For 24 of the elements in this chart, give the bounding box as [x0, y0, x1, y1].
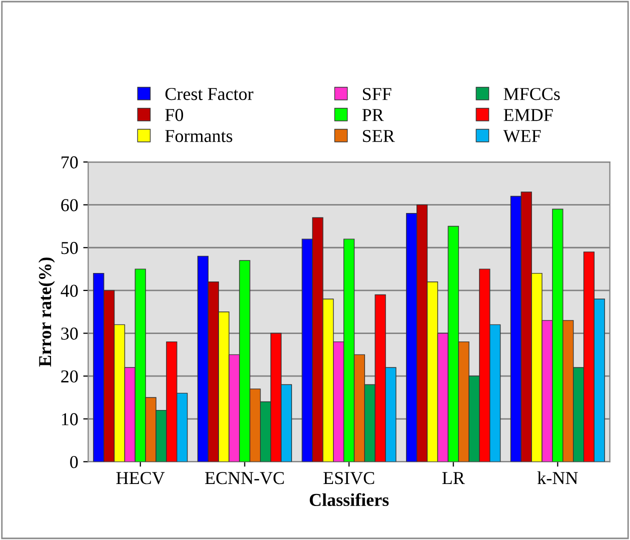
y-tick-label: 50 — [61, 242, 78, 254]
y-tick-label: 0 — [70, 456, 78, 468]
x-axis-title: Classifiers — [310, 493, 389, 506]
x-tick-label: HECV — [116, 472, 165, 484]
y-axis-title: Error rate(%) — [38, 258, 55, 367]
x-tick-label: LR — [442, 472, 465, 484]
y-tick-label: 10 — [62, 413, 78, 426]
x-tick-label: ESIVC — [323, 472, 374, 484]
legend-label: EMDF — [504, 109, 553, 121]
legend-label: SFF — [362, 88, 392, 100]
y-tick-label: 30 — [61, 328, 78, 340]
legend-label: MFCCs — [504, 88, 560, 100]
legend-label: SER — [362, 130, 395, 142]
x-tick-label: k-NN — [537, 471, 578, 484]
x-tick-label: ECNN-VC — [205, 472, 284, 484]
legend-label: Crest Factor — [165, 88, 254, 100]
legend-label: WEF — [503, 130, 541, 142]
y-tick-label: 40 — [60, 284, 78, 297]
legend-label: Formants — [165, 130, 232, 142]
legend-label: PR — [362, 109, 384, 121]
y-tick-label: 20 — [61, 370, 78, 383]
y-tick-label: 70 — [62, 156, 78, 168]
legend-label: F0 — [165, 108, 184, 122]
y-tick-label: 60 — [61, 199, 78, 212]
